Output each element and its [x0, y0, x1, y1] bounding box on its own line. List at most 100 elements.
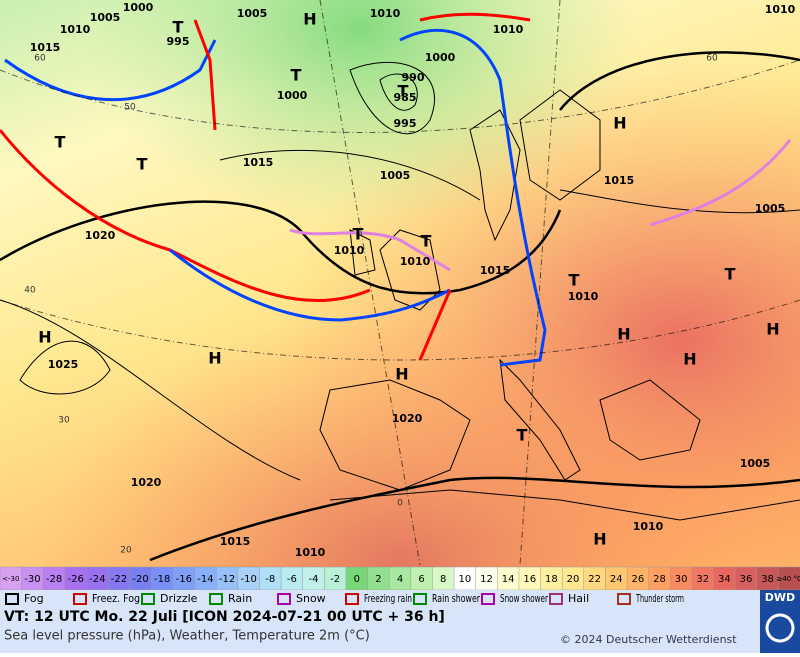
pressure-label: 1005 [380, 169, 411, 182]
pressure-label: 995 [167, 35, 190, 48]
pressure-label: 1010 [765, 3, 796, 16]
pressure-label: 995 [394, 117, 417, 130]
scale-label: 2 [375, 574, 381, 585]
pressure-system: T [569, 271, 580, 290]
scale-label: -30 [24, 574, 40, 585]
pressure-system: H [303, 10, 316, 29]
weather-legend: Fog Freez. Fog Drizzle Rain Snow Freezing rai… [5, 592, 684, 605]
scale-label: ≥40 °C [776, 575, 800, 583]
scale-label: 32 [696, 574, 709, 585]
pressure-system: H [395, 365, 408, 384]
scale-label: 6 [418, 574, 424, 585]
graticule [0, 0, 800, 566]
scale-label: -14 [197, 574, 213, 585]
pressure-system: H [38, 328, 51, 347]
grid-label: 60 [706, 54, 718, 64]
pressure-system: H [766, 320, 779, 339]
legend-icon [277, 593, 291, 605]
pressure-label: 1010 [370, 7, 401, 20]
pressure-label: 1015 [220, 535, 251, 548]
pressure-label: 1010 [493, 23, 524, 36]
pressure-system: T [137, 155, 148, 174]
pressure-system: H [683, 350, 696, 369]
legend-label: Fog [24, 592, 44, 605]
grid-label: 30 [58, 416, 70, 426]
fronts [0, 12, 792, 367]
cold-area [0, 0, 800, 567]
pressure-label: 1005 [755, 202, 786, 215]
legend-label: Freez. Fog [92, 592, 140, 605]
legend-icon [73, 593, 87, 605]
scale-label: 16 [523, 574, 536, 585]
pressure-system: T [291, 66, 302, 85]
pressure-label: 1025 [48, 358, 79, 371]
pressure-label: 1000 [425, 51, 456, 64]
pressure-system: T [398, 82, 409, 101]
pressure-label: 1010 [60, 23, 91, 36]
pressure-label: 1010 [334, 244, 365, 257]
pressure-label: 990 [402, 71, 425, 84]
scale-label: -12 [219, 574, 235, 585]
isobars [0, 51, 800, 562]
pressure-label: 1015 [30, 41, 61, 54]
pressure-system: T [517, 426, 528, 445]
pressure-label: 1005 [237, 7, 268, 20]
pressure-system: T [421, 232, 432, 251]
scale-label: -2 [330, 574, 340, 585]
logo-mark [765, 613, 795, 643]
pressure-label: 1010 [295, 546, 326, 559]
pressure-system: H [613, 114, 626, 133]
temperature-scale: <-30 -30 -28 -26 -2 4 -22 -20 -18 -16 -14 -12 -10 -8 -… [0, 566, 800, 591]
legend-icon [481, 593, 495, 605]
legend-icon [549, 593, 563, 605]
legend-label: Snow [296, 592, 326, 605]
scale-label: -6 [287, 574, 297, 585]
description: Sea level pressure (hPa), Weather, Tempe… [4, 629, 370, 644]
grid-label: 50 [124, 103, 136, 113]
legend-label: Thunder storm [635, 592, 684, 605]
scale-label: -22 [111, 574, 127, 585]
scale-label: -10 [240, 574, 256, 585]
scale-label: 4 [397, 574, 403, 585]
scale-label: -28 [46, 574, 62, 585]
pressure-label: 1020 [131, 476, 162, 489]
coastlines [319, 89, 800, 521]
legend-icon [141, 593, 155, 605]
pressure-system: H [617, 325, 630, 344]
scale-label: -8 [265, 574, 275, 585]
scale-label: 24 [610, 574, 623, 585]
pressure-system: T [173, 18, 184, 37]
legend-icon [345, 593, 359, 605]
scale-label: 28 [653, 574, 666, 585]
scale-label: -18 [154, 574, 170, 585]
scale-label: 20 [567, 574, 580, 585]
pressure-label: 1015 [604, 174, 635, 187]
legend-label: Rain shower [432, 592, 480, 605]
legend-panel [0, 590, 800, 653]
pressure-label: 1015 [480, 264, 511, 277]
grid-label: 60 [34, 54, 46, 64]
legend-icon [617, 593, 631, 605]
legend-label: Drizzle [160, 592, 198, 605]
pressure-system: T [353, 225, 364, 244]
scale-label: <-30 [2, 575, 19, 583]
scale-label: -16 [176, 574, 192, 585]
legend-icon [5, 593, 19, 605]
pressure-label: 1010 [568, 290, 599, 303]
scale-label: 18 [545, 574, 558, 585]
scale-label: -26 [68, 574, 84, 585]
pressure-label: 1010 [400, 255, 431, 268]
pressure-system: H [208, 349, 221, 368]
grid-label: 40 [24, 286, 36, 296]
scale-label: 12 [480, 574, 493, 585]
pressure-system: T [55, 133, 66, 152]
scale-label: -20 [132, 574, 148, 585]
valid-time: VT: 12 UTC Mo. 22 Juli [ICON 2024-07-21 … [4, 609, 445, 625]
grid-label: 0 [397, 499, 403, 509]
scale-label: 26 [631, 574, 644, 585]
logo: DWD [765, 591, 795, 604]
scale-label: 10 [458, 574, 471, 585]
pressure-label: 1015 [243, 156, 274, 169]
